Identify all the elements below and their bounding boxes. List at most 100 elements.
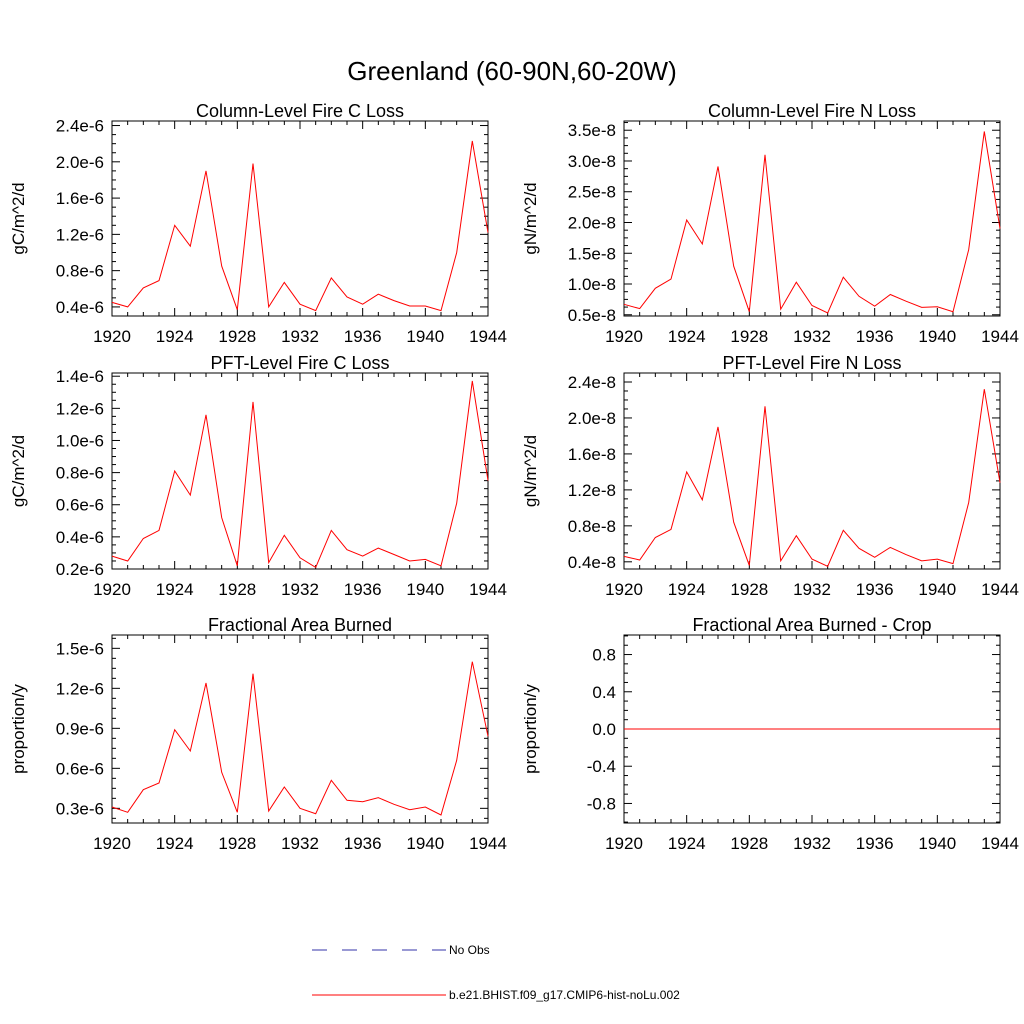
x-tick-label: 1924 <box>668 327 706 346</box>
y-tick-label: 2.4e-6 <box>56 117 104 136</box>
y-axis-label: gN/m^2/d <box>521 435 540 507</box>
series-line <box>111 661 489 816</box>
chart-panel: Column-Level Fire C Loss gC/m^2/d 1920 1924… <box>9 101 507 346</box>
y-tick-label: 1.5e-6 <box>56 639 104 658</box>
y-tick-label: 0.8 <box>592 646 616 665</box>
chart-panel: Fractional Area Burned proportion/y 1920 19… <box>9 615 507 853</box>
x-tick-label: 1936 <box>344 327 382 346</box>
x-tick-label: 1920 <box>93 834 131 853</box>
x-tick-label: 1932 <box>793 327 831 346</box>
series-line <box>623 131 1001 314</box>
y-tick-label: 3.0e-8 <box>568 152 616 171</box>
series-line <box>623 389 1001 567</box>
plot-frame <box>111 372 489 570</box>
y-tick-label: 0.4e-6 <box>56 528 104 547</box>
y-tick-label: 0.6e-6 <box>56 496 104 515</box>
y-tick-label: 1.4e-6 <box>56 367 104 386</box>
x-tick-label: 1920 <box>605 834 643 853</box>
x-tick-label: 1940 <box>406 834 444 853</box>
y-tick-label: 0.3e-6 <box>56 799 104 818</box>
y-tick-label: 1.0e-8 <box>568 275 616 294</box>
y-tick-label: 2.0e-6 <box>56 153 104 172</box>
y-tick-label: 0.8e-8 <box>568 517 616 536</box>
y-tick-label: 0.8e-6 <box>56 464 104 483</box>
x-tick-label: 1928 <box>218 580 256 599</box>
y-tick-label: 2.5e-8 <box>568 183 616 202</box>
y-axis-label: gC/m^2/d <box>9 435 28 507</box>
x-tick-label: 1940 <box>406 327 444 346</box>
x-tick-label: 1940 <box>918 580 956 599</box>
plot-frame <box>111 634 489 824</box>
x-tick-label: 1936 <box>856 834 894 853</box>
x-tick-label: 1928 <box>730 327 768 346</box>
panel-title: Column-Level Fire N Loss <box>708 101 916 121</box>
x-tick-label: 1924 <box>156 327 194 346</box>
y-tick-label: 0.0 <box>592 720 616 739</box>
y-tick-label: 0.4e-8 <box>568 553 616 572</box>
figure-title: Greenland (60-90N,60-20W) <box>347 56 677 86</box>
x-tick-label: 1920 <box>93 327 131 346</box>
x-tick-label: 1924 <box>156 834 194 853</box>
y-tick-label: -0.4 <box>587 757 616 776</box>
y-tick-label: 1.6e-6 <box>56 189 104 208</box>
chart-panel: PFT-Level Fire C Loss gC/m^2/d 1920 1924 192… <box>9 353 507 599</box>
y-tick-label: 0.6e-6 <box>56 759 104 778</box>
x-tick-label: 1940 <box>406 580 444 599</box>
x-tick-label: 1936 <box>856 327 894 346</box>
x-tick-label: 1936 <box>344 834 382 853</box>
x-tick-label: 1944 <box>469 580 507 599</box>
y-tick-label: 1.6e-8 <box>568 445 616 464</box>
plot-frame <box>111 120 489 317</box>
x-tick-label: 1944 <box>469 327 507 346</box>
x-tick-label: 1924 <box>668 834 706 853</box>
y-tick-label: 1.2e-6 <box>56 225 104 244</box>
panel-title: Fractional Area Burned <box>208 615 392 635</box>
series-line <box>111 140 489 312</box>
y-tick-label: 0.8e-6 <box>56 262 104 281</box>
y-axis-label: proportion/y <box>521 684 540 774</box>
x-tick-label: 1928 <box>218 834 256 853</box>
x-tick-label: 1928 <box>730 580 768 599</box>
x-tick-label: 1944 <box>981 834 1019 853</box>
y-axis-label: gC/m^2/d <box>9 182 28 254</box>
legend: No Obs b.e21.BHIST.f09_g17.CMIP6-hist-no… <box>312 943 680 1002</box>
x-tick-label: 1932 <box>281 580 319 599</box>
chart-panel: Fractional Area Burned - Crop proportion/… <box>521 615 1019 853</box>
y-tick-label: 3.5e-8 <box>568 121 616 140</box>
x-tick-label: 1940 <box>918 327 956 346</box>
chart-panel: Column-Level Fire N Loss gN/m^2/d 1920 1924… <box>521 101 1019 346</box>
y-axis-label: gN/m^2/d <box>521 182 540 254</box>
x-tick-label: 1928 <box>218 327 256 346</box>
x-tick-label: 1944 <box>981 327 1019 346</box>
panel-title: Fractional Area Burned - Crop <box>692 615 931 635</box>
x-tick-label: 1920 <box>93 580 131 599</box>
x-tick-label: 1932 <box>281 327 319 346</box>
x-tick-label: 1932 <box>793 834 831 853</box>
y-tick-label: 0.4 <box>592 683 616 702</box>
x-tick-label: 1920 <box>605 327 643 346</box>
y-tick-label: 1.2e-6 <box>56 679 104 698</box>
plot-frame <box>623 372 1001 570</box>
series-line <box>111 380 489 569</box>
y-tick-label: 2.0e-8 <box>568 213 616 232</box>
y-tick-label: 1.2e-6 <box>56 399 104 418</box>
x-tick-label: 1928 <box>730 834 768 853</box>
x-tick-label: 1944 <box>469 834 507 853</box>
panel-title: PFT-Level Fire N Loss <box>722 353 901 373</box>
x-tick-label: 1940 <box>918 834 956 853</box>
x-tick-label: 1932 <box>281 834 319 853</box>
y-tick-label: 1.5e-8 <box>568 244 616 263</box>
y-tick-label: 1.2e-8 <box>568 481 616 500</box>
plot-frame <box>623 120 1001 317</box>
legend-obs-label: No Obs <box>449 943 490 957</box>
x-tick-label: 1920 <box>605 580 643 599</box>
x-tick-label: 1924 <box>156 580 194 599</box>
panels: Column-Level Fire C Loss gC/m^2/d 1920 1924… <box>9 101 1019 853</box>
panel-title: PFT-Level Fire C Loss <box>210 353 389 373</box>
y-tick-label: 0.2e-6 <box>56 560 104 579</box>
chart-panel: PFT-Level Fire N Loss gN/m^2/d 1920 1924 192… <box>521 353 1019 599</box>
x-tick-label: 1924 <box>668 580 706 599</box>
y-tick-label: 1.0e-6 <box>56 431 104 450</box>
legend-model-label: b.e21.BHIST.f09_g17.CMIP6-hist-noLu.002 <box>449 988 680 1002</box>
